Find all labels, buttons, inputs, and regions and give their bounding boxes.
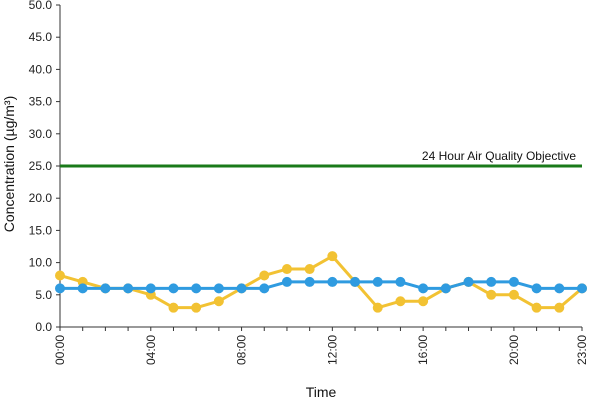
data-point	[486, 276, 497, 287]
y-tick-label: 45.0	[29, 30, 53, 44]
y-axis: 0.0 5.0 10.0 15.0 20.0 25.0 30.0 35.0 40.0 45.0 50…	[29, 0, 61, 334]
data-point	[213, 283, 224, 294]
series-1	[55, 251, 587, 313]
data-point	[281, 276, 292, 287]
data-point	[145, 283, 156, 294]
data-point	[100, 283, 111, 294]
y-tick-label: 0.0	[35, 320, 52, 334]
x-axis-title: Time	[306, 384, 337, 400]
series-line	[60, 280, 582, 290]
x-tick-label: 23:00	[575, 335, 589, 365]
data-point	[168, 302, 179, 313]
y-tick-label: 5.0	[35, 288, 52, 302]
data-point	[259, 270, 270, 281]
series-group	[55, 251, 587, 313]
data-point	[77, 283, 88, 294]
data-point	[191, 302, 202, 313]
x-tick-label: 08:00	[235, 335, 249, 365]
data-point	[327, 251, 338, 262]
y-tick-label: 20.0	[29, 191, 53, 205]
data-point	[281, 264, 292, 275]
data-point	[372, 276, 383, 287]
data-point	[418, 283, 429, 294]
x-tick-label: 00:00	[53, 335, 67, 365]
x-tick-label: 12:00	[325, 335, 339, 365]
y-axis-title: Concentration (µg/m³)	[1, 96, 17, 232]
y-tick-label: 35.0	[29, 95, 53, 109]
x-axis: 00:00 04:00 08:00 12:00 16:00 20:00 23:00	[53, 326, 589, 365]
data-point	[191, 283, 202, 294]
reference-line-label: 24 Hour Air Quality Objective	[422, 149, 576, 163]
data-point	[531, 302, 542, 313]
data-point	[55, 283, 65, 294]
data-point	[486, 289, 497, 300]
data-point	[395, 276, 406, 287]
data-point	[395, 296, 406, 307]
data-point	[531, 283, 542, 294]
x-tick-label: 20:00	[507, 335, 521, 365]
data-point	[577, 283, 587, 294]
x-tick-label: 16:00	[416, 335, 430, 365]
data-point	[372, 302, 383, 313]
data-point	[304, 264, 315, 275]
data-point	[554, 302, 565, 313]
data-point	[554, 283, 565, 294]
data-point	[463, 276, 474, 287]
data-point	[440, 283, 451, 294]
data-point	[123, 283, 134, 294]
series-2	[55, 276, 587, 294]
data-point	[236, 283, 247, 294]
y-tick-label: 30.0	[29, 127, 53, 141]
data-point	[350, 276, 361, 287]
y-tick-label: 25.0	[29, 159, 53, 173]
data-point	[508, 289, 519, 300]
y-tick-label: 50.0	[29, 0, 53, 12]
data-point	[304, 276, 315, 287]
data-point	[418, 296, 429, 307]
data-point	[168, 283, 179, 294]
y-tick-label: 15.0	[29, 223, 53, 237]
data-point	[327, 276, 338, 287]
reference-line-group: 24 Hour Air Quality Objective	[60, 149, 582, 168]
data-point	[213, 296, 224, 307]
y-tick-label: 10.0	[29, 256, 53, 270]
data-point	[259, 283, 270, 294]
x-tick-label: 04:00	[144, 335, 158, 365]
data-point	[508, 276, 519, 287]
data-point	[55, 270, 65, 281]
y-tick-label: 40.0	[29, 62, 53, 76]
